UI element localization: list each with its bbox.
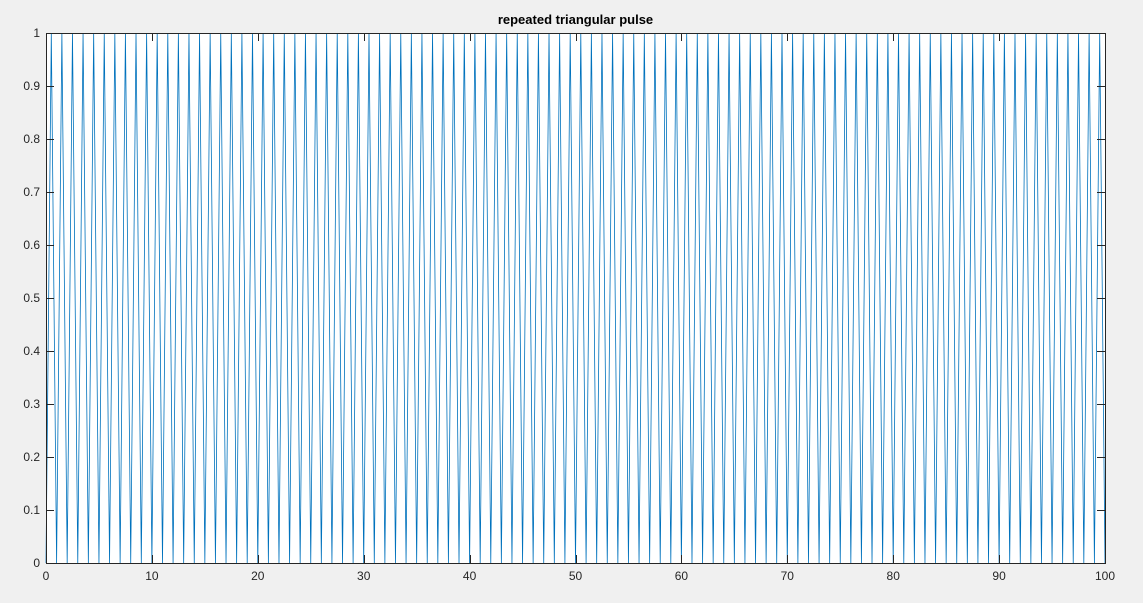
x-tick-label: 90	[992, 569, 1006, 583]
y-tick-label: 0.3	[23, 397, 40, 411]
y-tick-label: 1	[33, 26, 40, 40]
y-tick-label: 0.4	[23, 344, 40, 358]
chart-title: repeated triangular pulse	[498, 12, 653, 27]
y-tick-label: 0.6	[23, 238, 40, 252]
x-tick-label: 0	[43, 569, 50, 583]
y-tick-label: 0.2	[23, 450, 40, 464]
axes-background	[46, 33, 1105, 563]
x-tick-label: 40	[463, 569, 477, 583]
x-tick-label: 10	[145, 569, 159, 583]
y-tick-label: 0.1	[23, 503, 40, 517]
x-tick-label: 60	[675, 569, 689, 583]
y-tick-label: 0.5	[23, 291, 40, 305]
x-tick-label: 30	[357, 569, 371, 583]
x-tick-label: 100	[1095, 569, 1115, 583]
x-tick-label: 80	[887, 569, 901, 583]
y-tick-label: 0	[33, 556, 40, 570]
y-tick-label: 0.8	[23, 132, 40, 146]
x-tick-label: 70	[781, 569, 795, 583]
x-tick-label: 50	[569, 569, 583, 583]
x-axis: 0 10 20 30 40 50 60 70 80 90 100	[43, 33, 1115, 583]
y-tick-label: 0.9	[23, 79, 40, 93]
x-tick-label: 20	[251, 569, 265, 583]
y-axis: 0 0.1 0.2 0.3 0.4 0.5 0.6 0.7 0.8 0.9 1	[23, 26, 1105, 570]
y-tick-label: 0.7	[23, 185, 40, 199]
